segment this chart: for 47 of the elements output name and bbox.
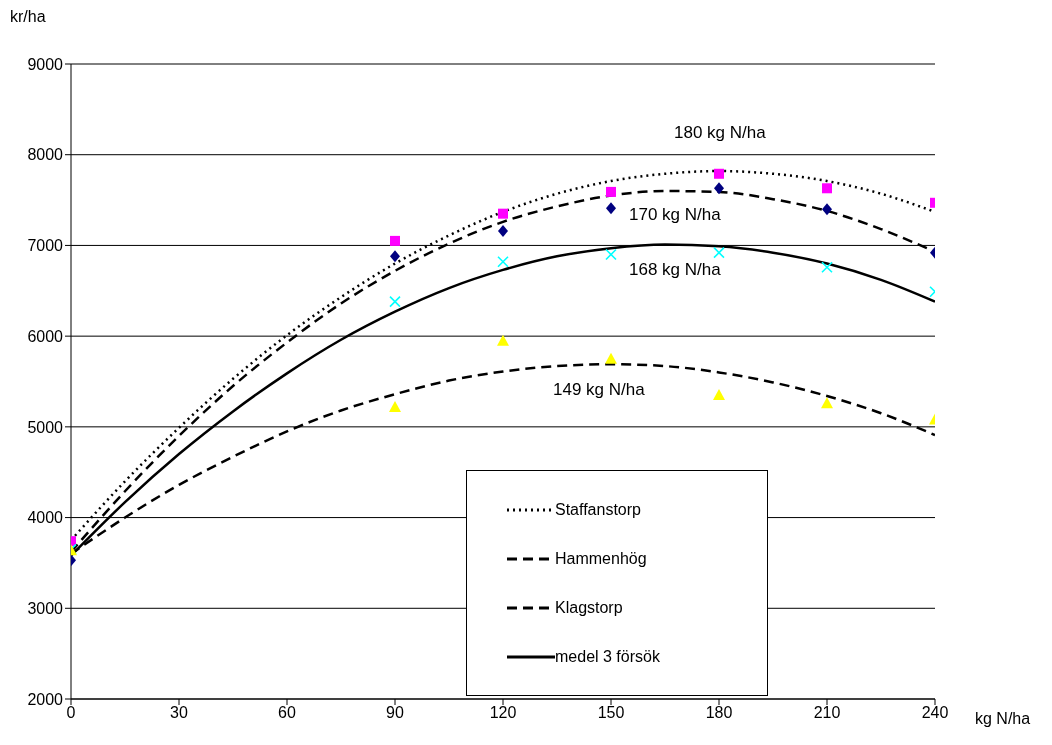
legend-label: Klagstorp [555, 598, 623, 617]
x-tick-label: 180 [705, 704, 733, 722]
legend-label: Staffanstorp [555, 500, 641, 519]
annotation: 180 kg N/ha [674, 123, 766, 143]
point [821, 261, 833, 273]
x-tick-label: 90 [386, 704, 404, 722]
x-axis-title: kg N/ha [975, 710, 1031, 728]
y-tick-label: 5000 [27, 418, 64, 436]
point [498, 224, 508, 237]
y-tick-label: 4000 [27, 509, 64, 527]
point [605, 352, 617, 364]
y-tick-label: 3000 [27, 599, 64, 617]
point [822, 183, 832, 194]
point [714, 168, 724, 179]
point [390, 250, 400, 263]
point [497, 255, 509, 268]
x-tick-label: 60 [278, 704, 296, 722]
legend-label: Hammenhög [555, 549, 647, 568]
point [606, 202, 616, 215]
x-tick-label: 240 [921, 704, 949, 722]
point [389, 400, 401, 412]
point [606, 186, 616, 197]
x-tick-label: 210 [813, 704, 841, 722]
point [389, 295, 401, 308]
y-tick-label: 8000 [27, 146, 64, 164]
x-tick-label: 30 [170, 704, 188, 722]
annotation: 168 kg N/ha [629, 260, 721, 280]
x-tick-label: 0 [66, 704, 76, 722]
x-tick-label: 120 [489, 704, 517, 722]
x-tick-label: 150 [597, 704, 625, 722]
point [713, 389, 725, 401]
point [605, 248, 617, 261]
y-tick-label: 2000 [27, 690, 64, 708]
point [822, 203, 832, 216]
y-tick-label: 7000 [27, 237, 64, 255]
point [497, 334, 509, 346]
point [713, 246, 725, 259]
annotation: 170 kg N/ha [629, 205, 721, 225]
point [821, 397, 833, 409]
y-tick-label: 6000 [27, 327, 64, 345]
point [390, 235, 400, 246]
legend-label: medel 3 försök [555, 647, 660, 666]
point [714, 182, 724, 195]
point [498, 208, 508, 219]
y-axis-title: kr/ha [10, 8, 46, 26]
y-tick-label: 9000 [27, 55, 64, 73]
annotation: 149 kg N/ha [553, 380, 645, 400]
